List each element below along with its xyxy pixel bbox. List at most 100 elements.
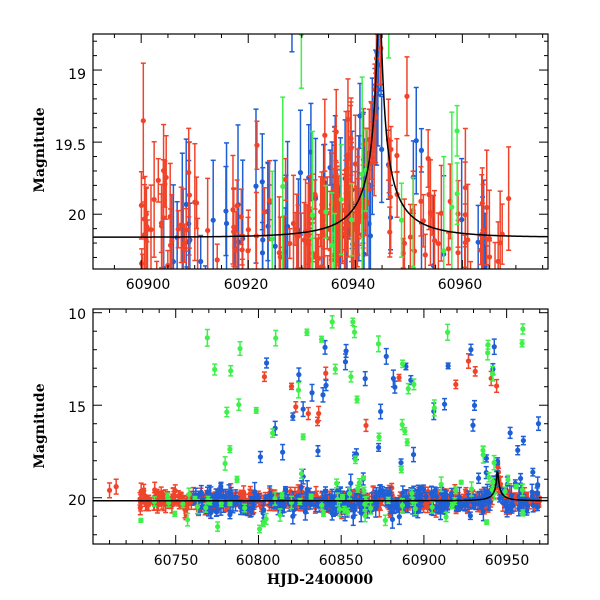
data-point-blue [334, 488, 340, 494]
data-point-red [254, 142, 260, 148]
data-point-blue [470, 422, 476, 428]
data-point-blue [534, 504, 541, 510]
data-point-blue [430, 493, 436, 499]
data-point-blue [394, 506, 400, 512]
data-point-blue [535, 421, 542, 427]
data-point-blue [279, 503, 285, 510]
data-point-blue [459, 217, 465, 223]
data-point-red [334, 185, 340, 192]
data-point-blue [210, 217, 216, 223]
data-point-blue [529, 489, 535, 495]
data-point-red [106, 487, 113, 493]
data-point-red [315, 296, 320, 301]
data-point-red [422, 252, 428, 258]
data-point-blue [290, 413, 296, 420]
data-point-blue [398, 460, 404, 466]
data-point-blue [419, 272, 424, 277]
data-point-blue [309, 390, 315, 396]
top-y-tick-label: 20 [68, 208, 86, 224]
data-point-blue [315, 448, 321, 454]
data-point-green [368, 505, 374, 511]
data-point-blue [491, 344, 497, 350]
data-point-red [472, 368, 478, 374]
data-point-red [318, 264, 325, 269]
data-point-blue [313, 502, 319, 508]
data-point-green [347, 490, 353, 497]
data-point-green [449, 503, 455, 509]
data-point-red [141, 232, 148, 238]
data-point-green [297, 498, 303, 505]
data-point-red [486, 254, 493, 260]
data-point-green [360, 475, 367, 481]
data-point-blue [388, 502, 394, 509]
data-point-blue [253, 183, 259, 189]
data-point-blue [477, 324, 482, 329]
data-point-blue [322, 488, 329, 494]
data-point-blue [503, 503, 509, 509]
data-point-red [325, 280, 330, 285]
data-point-blue [304, 486, 310, 492]
data-point-green [409, 490, 415, 496]
data-point-red [323, 370, 329, 376]
data-point-red [387, 229, 393, 235]
data-point-blue [378, 25, 383, 30]
data-point-red [320, 215, 326, 221]
data-point-blue [389, 516, 396, 522]
data-point-green [468, 486, 475, 492]
data-point-green [449, 204, 455, 210]
data-point-red [363, 422, 369, 429]
data-point-red [347, 145, 354, 152]
data-point-red [148, 227, 154, 233]
data-point-red [492, 294, 497, 299]
data-point-blue [343, 348, 349, 354]
data-point-red [186, 192, 193, 198]
data-point-green [336, 506, 343, 512]
data-point-red [277, 254, 283, 260]
data-point-red [420, 218, 426, 224]
data-point-red [378, 45, 384, 51]
data-point-blue [302, 499, 309, 505]
data-point-blue [297, 170, 304, 176]
data-point-red [234, 203, 240, 209]
data-point-blue [475, 475, 482, 481]
data-point-green [164, 493, 171, 499]
data-point-blue [198, 258, 204, 265]
data-point-blue [342, 359, 349, 365]
data-point-red [455, 250, 461, 256]
data-point-blue [530, 502, 536, 508]
data-point-blue [378, 408, 384, 415]
data-point-red [486, 235, 492, 242]
data-point-red [226, 358, 231, 363]
data-point-blue [456, 494, 463, 500]
data-point-red [238, 214, 244, 220]
data-point-red [240, 493, 246, 499]
data-point-red [151, 196, 157, 203]
data-point-blue [323, 382, 329, 388]
data-point-red [396, 375, 402, 381]
data-point-blue [198, 489, 204, 495]
data-point-red [342, 207, 348, 213]
data-point-red [356, 213, 363, 219]
data-point-blue [375, 444, 382, 451]
data-point-red [425, 155, 431, 162]
data-point-green [362, 513, 368, 519]
data-point-green [272, 495, 278, 502]
data-point-blue [483, 281, 488, 286]
data-point-red [235, 270, 240, 275]
data-point-red [266, 198, 273, 204]
data-point-blue [296, 372, 302, 378]
data-point-green [309, 212, 316, 218]
data-point-blue [379, 146, 385, 153]
data-point-red [465, 358, 472, 364]
data-point-blue [302, 509, 309, 515]
data-point-red [316, 410, 322, 417]
data-point-red [305, 410, 311, 417]
data-point-red [404, 93, 410, 99]
data-point-red [288, 383, 295, 389]
data-point-blue [300, 406, 306, 412]
data-point-red [231, 229, 237, 235]
data-point-blue [462, 502, 468, 508]
data-point-blue [184, 319, 189, 324]
data-point-blue [374, 500, 380, 506]
